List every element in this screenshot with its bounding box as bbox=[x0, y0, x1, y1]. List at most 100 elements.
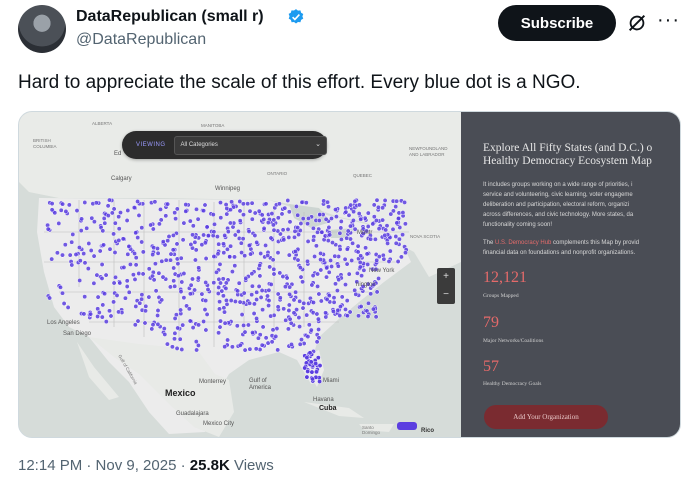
ngo-dot[interactable] bbox=[281, 306, 287, 312]
ngo-dot[interactable] bbox=[245, 201, 251, 207]
ngo-dot[interactable] bbox=[297, 341, 303, 347]
ngo-dot[interactable] bbox=[330, 308, 336, 314]
ngo-dot[interactable] bbox=[122, 295, 128, 301]
ngo-dot[interactable] bbox=[180, 322, 186, 328]
ngo-dot[interactable] bbox=[324, 265, 330, 271]
ngo-dot[interactable] bbox=[89, 215, 95, 221]
ngo-dot[interactable] bbox=[249, 271, 255, 277]
ngo-dot[interactable] bbox=[223, 280, 229, 286]
ngo-dot[interactable] bbox=[229, 344, 235, 350]
ngo-dot[interactable] bbox=[158, 217, 164, 223]
ngo-dot[interactable] bbox=[139, 239, 145, 245]
ngo-dot[interactable] bbox=[100, 302, 106, 308]
ngo-dot[interactable] bbox=[396, 236, 402, 242]
ngo-dot[interactable] bbox=[155, 321, 161, 327]
ngo-dot[interactable] bbox=[275, 304, 281, 310]
ngo-dot[interactable] bbox=[249, 283, 255, 289]
ngo-dot[interactable] bbox=[253, 346, 259, 352]
ngo-dot[interactable] bbox=[299, 199, 305, 205]
ngo-dot[interactable] bbox=[297, 298, 303, 304]
ngo-dot[interactable] bbox=[152, 199, 158, 205]
ngo-dot[interactable] bbox=[368, 236, 374, 242]
ngo-dot[interactable] bbox=[309, 369, 315, 375]
ngo-dot[interactable] bbox=[295, 257, 301, 263]
ngo-dot[interactable] bbox=[365, 210, 371, 216]
ngo-dot[interactable] bbox=[305, 221, 311, 227]
ngo-dot[interactable] bbox=[300, 305, 306, 311]
ngo-dot[interactable] bbox=[216, 241, 222, 247]
ngo-dot[interactable] bbox=[354, 270, 360, 276]
ngo-dot[interactable] bbox=[267, 264, 273, 270]
ngo-dot[interactable] bbox=[371, 214, 377, 220]
ngo-dot[interactable] bbox=[222, 233, 228, 238]
ngo-dot[interactable] bbox=[349, 258, 355, 263]
ngo-dot[interactable] bbox=[99, 314, 105, 320]
ngo-dot[interactable] bbox=[85, 266, 91, 272]
ngo-dot[interactable] bbox=[133, 255, 139, 261]
ngo-dot[interactable] bbox=[338, 236, 344, 242]
ngo-dot[interactable] bbox=[74, 208, 80, 214]
ngo-dot[interactable] bbox=[165, 238, 171, 244]
ngo-dot[interactable] bbox=[137, 300, 143, 306]
ngo-dot[interactable] bbox=[303, 200, 309, 206]
ngo-dot[interactable] bbox=[132, 251, 138, 256]
ngo-dot[interactable] bbox=[212, 221, 217, 227]
ngo-dot[interactable] bbox=[215, 291, 221, 296]
ngo-dot[interactable] bbox=[240, 201, 246, 207]
ngo-dot[interactable] bbox=[232, 232, 238, 238]
ngo-dot[interactable] bbox=[310, 376, 315, 382]
ngo-dot[interactable] bbox=[220, 276, 226, 282]
ngo-dot[interactable] bbox=[211, 254, 217, 259]
ngo-dot[interactable] bbox=[348, 202, 354, 208]
ngo-dot[interactable] bbox=[250, 330, 256, 336]
ngo-dot[interactable] bbox=[169, 344, 175, 350]
ngo-dot[interactable] bbox=[350, 217, 356, 223]
ngo-dot[interactable] bbox=[251, 311, 257, 316]
ngo-dot[interactable] bbox=[315, 316, 321, 322]
ngo-dot[interactable] bbox=[174, 206, 180, 212]
ngo-dot[interactable] bbox=[190, 223, 196, 229]
ngo-dot[interactable] bbox=[91, 219, 97, 225]
ngo-dot[interactable] bbox=[324, 296, 330, 302]
ngo-dot[interactable] bbox=[49, 201, 55, 207]
ngo-dot[interactable] bbox=[353, 291, 359, 297]
ngo-dot[interactable] bbox=[247, 346, 253, 352]
ngo-dot[interactable] bbox=[393, 240, 399, 246]
ngo-dot[interactable] bbox=[365, 224, 371, 229]
ngo-dot[interactable] bbox=[382, 197, 388, 203]
ngo-dot[interactable] bbox=[164, 341, 170, 347]
ngo-dot[interactable] bbox=[151, 245, 157, 251]
ngo-dot[interactable] bbox=[203, 256, 209, 261]
ngo-dot[interactable] bbox=[228, 243, 234, 249]
ngo-dot[interactable] bbox=[232, 263, 238, 269]
ngo-dot[interactable] bbox=[325, 199, 330, 205]
ngo-dot[interactable] bbox=[113, 274, 118, 280]
ngo-dot[interactable] bbox=[265, 293, 270, 299]
ngo-dot[interactable] bbox=[162, 331, 168, 337]
ngo-dot[interactable] bbox=[229, 269, 235, 275]
ngo-dot[interactable] bbox=[316, 327, 322, 332]
ngo-dot[interactable] bbox=[266, 287, 272, 293]
ngo-dot[interactable] bbox=[380, 205, 386, 211]
ngo-dot[interactable] bbox=[133, 230, 139, 236]
ngo-dot[interactable] bbox=[311, 300, 316, 305]
ngo-dot[interactable] bbox=[224, 211, 230, 217]
ngo-dot[interactable] bbox=[263, 201, 269, 207]
ngo-dot[interactable] bbox=[150, 252, 156, 258]
ngo-dot[interactable] bbox=[143, 308, 148, 314]
ngo-dot[interactable] bbox=[394, 220, 400, 226]
ngo-dot[interactable] bbox=[289, 341, 294, 347]
ngo-dot[interactable] bbox=[81, 311, 87, 317]
ngo-dot[interactable] bbox=[82, 200, 88, 205]
ngo-dot[interactable] bbox=[355, 249, 361, 255]
ngo-dot[interactable] bbox=[163, 257, 169, 263]
add-organization-button[interactable]: Add Your Organization bbox=[484, 405, 608, 429]
ngo-dot[interactable] bbox=[107, 197, 112, 203]
ngo-dot[interactable] bbox=[202, 307, 208, 313]
ngo-dot[interactable] bbox=[146, 266, 152, 272]
ngo-dot[interactable] bbox=[344, 235, 350, 241]
ngo-dot[interactable] bbox=[178, 289, 184, 295]
ngo-dot[interactable] bbox=[355, 243, 361, 249]
ngo-dot[interactable] bbox=[348, 223, 353, 229]
ngo-dot[interactable] bbox=[354, 279, 360, 285]
